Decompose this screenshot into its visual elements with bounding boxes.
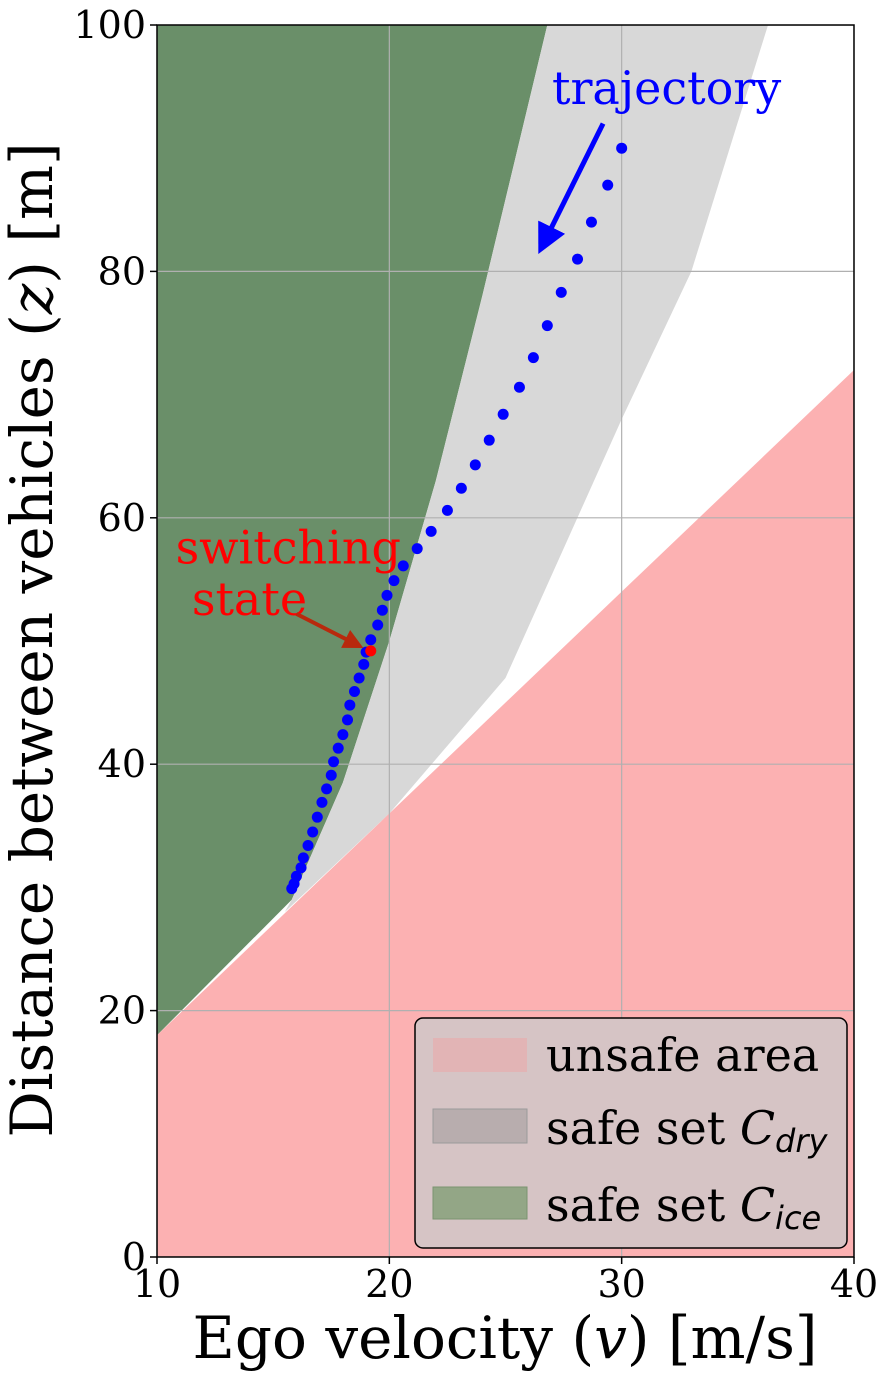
trajectory-point bbox=[316, 796, 328, 808]
legend: unsafe area safe set Cdry safe set Cice bbox=[414, 1017, 848, 1249]
legend-swatch-ice bbox=[432, 1186, 528, 1220]
legend-swatch-dry bbox=[432, 1108, 528, 1144]
trajectory-point bbox=[295, 862, 307, 874]
legend-label-dry: safe set Cdry bbox=[546, 1101, 829, 1160]
trajectory-point bbox=[358, 658, 370, 670]
legend-swatch-unsafe bbox=[433, 1038, 527, 1072]
trajectory-annotation: trajectory bbox=[552, 61, 781, 115]
trajectory-point bbox=[425, 525, 437, 537]
y-tick-label: 100 bbox=[73, 3, 146, 47]
y-tick-label: 80 bbox=[98, 249, 146, 293]
switching-state-annotation-line2: state bbox=[192, 572, 307, 626]
trajectory-point bbox=[348, 686, 360, 698]
trajectory-point bbox=[455, 482, 467, 494]
y-tick-label: 40 bbox=[98, 742, 146, 786]
trajectory-point bbox=[513, 381, 525, 393]
x-tick-label: 20 bbox=[365, 1262, 413, 1306]
trajectory-point bbox=[469, 459, 481, 471]
trajectory-point bbox=[572, 253, 584, 265]
switching-state-arrow bbox=[295, 612, 364, 649]
trajectory-point bbox=[555, 286, 567, 298]
trajectory-point bbox=[365, 634, 377, 646]
trajectory-point bbox=[353, 672, 365, 684]
y-tick-label: 60 bbox=[98, 496, 146, 540]
trajectory-point bbox=[585, 216, 597, 228]
trajectory-point bbox=[302, 840, 314, 852]
x-tick-label: 30 bbox=[597, 1262, 645, 1306]
trajectory-point bbox=[372, 619, 384, 631]
trajectory-arrow bbox=[538, 122, 606, 255]
trajectory-point bbox=[541, 320, 553, 332]
trajectory-point bbox=[376, 604, 388, 616]
trajectory-point bbox=[307, 826, 319, 838]
trajectory-point bbox=[337, 729, 349, 741]
switching-state-annotation-line1: switching bbox=[176, 520, 401, 574]
x-axis-ticks: 10 20 30 40 bbox=[133, 1257, 878, 1306]
legend-label-unsafe: unsafe area bbox=[546, 1028, 819, 1082]
trajectory-point bbox=[332, 742, 344, 754]
trajectory-point bbox=[342, 714, 354, 726]
trajectory-point bbox=[325, 769, 337, 781]
trajectory-point bbox=[344, 699, 356, 711]
safe-set-dry-region bbox=[284, 25, 769, 913]
legend-label-ice: safe set Cice bbox=[546, 1178, 821, 1237]
y-tick-label: 20 bbox=[98, 989, 146, 1033]
x-axis-title: Ego velocity (v) [m/s] bbox=[193, 1304, 818, 1372]
y-tick-label: 0 bbox=[122, 1235, 146, 1279]
trajectory-point bbox=[286, 883, 298, 895]
y-axis-ticks: 0 20 40 60 80 100 bbox=[73, 3, 157, 1279]
plot-frame bbox=[156, 24, 855, 1258]
trajectory-point bbox=[388, 575, 400, 587]
trajectory-point bbox=[311, 811, 323, 823]
switching-state-point bbox=[365, 645, 377, 657]
x-tick-label: 10 bbox=[133, 1262, 181, 1306]
trajectory-point bbox=[602, 179, 614, 191]
y-axis-title: Distance between vehicles (z) [m] bbox=[0, 142, 66, 1137]
trajectory-point bbox=[527, 352, 539, 364]
trajectory-point bbox=[297, 852, 309, 864]
trajectory-point bbox=[616, 142, 628, 154]
trajectory-point bbox=[381, 589, 393, 601]
x-tick-label: 40 bbox=[830, 1262, 878, 1306]
trajectory-point bbox=[328, 756, 340, 768]
trajectory-point bbox=[497, 408, 509, 420]
trajectory-point bbox=[397, 560, 409, 572]
trajectory-series bbox=[286, 142, 628, 895]
trajectory-point bbox=[321, 783, 333, 795]
trajectory-point bbox=[411, 543, 423, 555]
trajectory-point bbox=[441, 504, 453, 516]
trajectory-point bbox=[483, 434, 495, 446]
safe-set-ice-region bbox=[157, 25, 548, 1036]
